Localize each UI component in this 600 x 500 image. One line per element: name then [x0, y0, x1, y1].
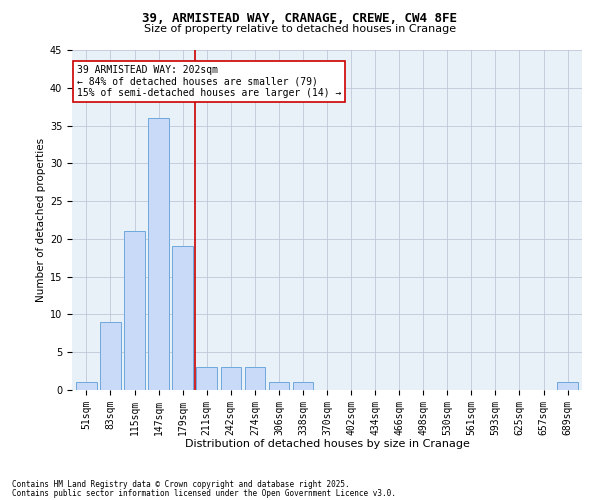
Bar — [221, 368, 241, 390]
Text: 39, ARMISTEAD WAY, CRANAGE, CREWE, CW4 8FE: 39, ARMISTEAD WAY, CRANAGE, CREWE, CW4 8… — [143, 12, 458, 26]
Y-axis label: Number of detached properties: Number of detached properties — [35, 138, 46, 302]
Text: Size of property relative to detached houses in Cranage: Size of property relative to detached ho… — [144, 24, 456, 34]
Bar — [293, 382, 313, 390]
Bar — [557, 382, 578, 390]
Bar — [172, 246, 193, 390]
Bar — [148, 118, 169, 390]
Text: Contains public sector information licensed under the Open Government Licence v3: Contains public sector information licen… — [12, 489, 396, 498]
Bar — [124, 232, 145, 390]
Bar — [245, 368, 265, 390]
Bar — [100, 322, 121, 390]
Text: Contains HM Land Registry data © Crown copyright and database right 2025.: Contains HM Land Registry data © Crown c… — [12, 480, 350, 489]
Bar — [76, 382, 97, 390]
Bar — [269, 382, 289, 390]
Bar — [196, 368, 217, 390]
X-axis label: Distribution of detached houses by size in Cranage: Distribution of detached houses by size … — [185, 439, 469, 449]
Text: 39 ARMISTEAD WAY: 202sqm
← 84% of detached houses are smaller (79)
15% of semi-d: 39 ARMISTEAD WAY: 202sqm ← 84% of detach… — [77, 66, 341, 98]
